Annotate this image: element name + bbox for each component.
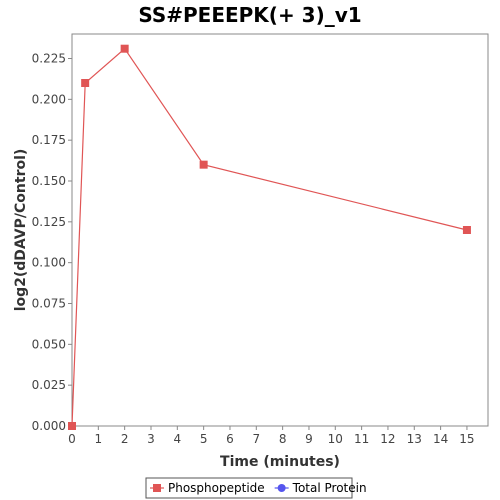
data-point <box>120 44 129 53</box>
y-axis-ticks: 0.000 0.025 0.050 0.075 0.100 0.125 0.150 0.175… <box>32 52 72 433</box>
legend-label: Phosphopeptide <box>168 481 265 495</box>
chart-title: SS#PEEEPK(+ 3)_v1 <box>138 3 361 27</box>
x-tick-label: 1 <box>95 432 103 446</box>
data-point <box>199 160 208 169</box>
legend-label: Total Protein <box>292 481 367 495</box>
data-point <box>81 79 90 87</box>
x-tick-label: 12 <box>380 432 395 446</box>
x-tick-label: 10 <box>328 432 343 446</box>
x-tick-label: 4 <box>173 432 181 446</box>
y-tick-label: 0.025 <box>32 378 66 392</box>
legend-marker-circle <box>277 484 286 492</box>
x-axis-label: Time (minutes) <box>220 454 340 470</box>
data-point <box>462 226 471 234</box>
y-tick-label: 0.000 <box>32 419 66 433</box>
y-tick-label: 0.225 <box>32 52 66 66</box>
x-tick-label: 3 <box>147 432 155 446</box>
x-tick-label: 13 <box>407 432 422 446</box>
x-tick-label: 2 <box>121 432 129 446</box>
y-tick-label: 0.150 <box>32 174 66 188</box>
y-tick-label: 0.075 <box>32 297 66 311</box>
x-tick-label: 5 <box>200 432 208 446</box>
x-tick-label: 6 <box>226 432 234 446</box>
y-tick-label: 0.125 <box>32 215 66 229</box>
y-tick-label: 0.200 <box>32 92 66 106</box>
y-tick-label: 0.175 <box>32 133 66 147</box>
data-point <box>68 422 76 430</box>
x-tick-label: 11 <box>354 432 369 446</box>
x-axis-ticks: 0 1 2 3 4 5 6 7 8 9 10 11 12 13 14 15 <box>68 426 475 446</box>
legend-marker-square <box>153 484 161 492</box>
x-tick-label: 0 <box>68 432 76 446</box>
x-tick-label: 9 <box>305 432 313 446</box>
legend: Phosphopeptide Total Protein <box>145 477 367 499</box>
plot-area <box>71 33 489 427</box>
x-tick-label: 14 <box>433 432 448 446</box>
y-tick-label: 0.100 <box>32 256 66 270</box>
x-tick-label: 7 <box>252 432 260 446</box>
y-axis-label: log2(dDAVP/Control) <box>13 149 29 312</box>
y-tick-label: 0.050 <box>32 337 66 351</box>
x-tick-label: 8 <box>279 432 287 446</box>
legend-box <box>145 477 353 499</box>
x-tick-label: 15 <box>459 432 474 446</box>
series-layer <box>68 44 471 430</box>
